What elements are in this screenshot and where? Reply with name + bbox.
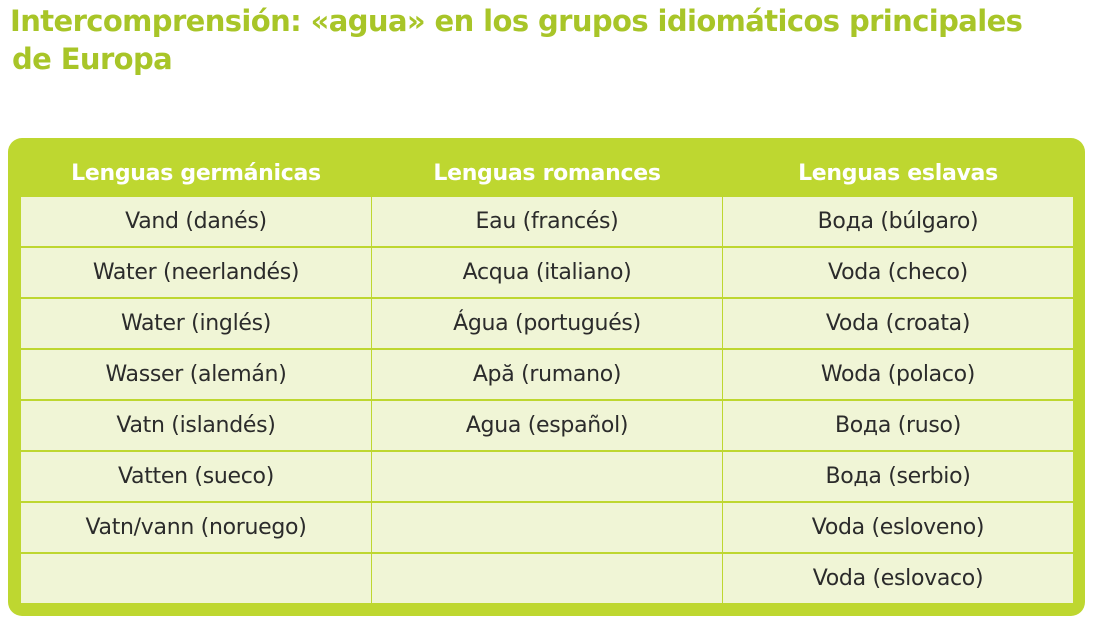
table-cell: Wasser (alemán) — [21, 350, 371, 399]
column-header: Lenguas romances — [433, 161, 661, 186]
table-cell: Voda (esloveno) — [723, 503, 1073, 552]
table-cell: Water (neerlandés) — [21, 248, 371, 297]
table-cell: Vatn/vann (noruego) — [21, 503, 371, 552]
table-cell: Água (portugués) — [372, 299, 722, 348]
table-cell: Eau (francés) — [372, 197, 722, 246]
table-cell: Acqua (italiano) — [372, 248, 722, 297]
table-grid: Lenguas germánicas Lenguas romances Lengua… — [21, 150, 1073, 605]
table-cell: Apă (rumano) — [372, 350, 722, 399]
page-title: Intercomprensión: «agua» en los grupos i… — [10, 2, 1023, 78]
table-cell: Vatten (sueco) — [21, 452, 371, 501]
table-cell: Vatn (islandés) — [21, 401, 371, 450]
column-header: Lenguas germánicas — [71, 161, 321, 186]
table-cell: Agua (español) — [372, 401, 722, 450]
table-cell: Vand (danés) — [21, 197, 371, 246]
table-cell: Вода (ruso) — [723, 401, 1073, 450]
table-cell: Water (inglés) — [21, 299, 371, 348]
table-cell: Вода (búlgaro) — [723, 197, 1073, 246]
table-cell: Voda (eslovaco) — [723, 554, 1073, 603]
table-cell — [21, 554, 371, 603]
title-line-1: Intercomprensión: «agua» en los grupos i… — [10, 4, 1023, 38]
table-cell: Вода (serbio) — [723, 452, 1073, 501]
languages-table: Lenguas germánicas Lenguas romances Lengua… — [8, 138, 1085, 616]
column-header: Lenguas eslavas — [798, 161, 998, 186]
table-cell: Voda (checo) — [723, 248, 1073, 297]
table-cell — [372, 503, 722, 552]
table-cell: Woda (polaco) — [723, 350, 1073, 399]
title-line-2: de Europa — [12, 42, 173, 76]
table-cell — [372, 452, 722, 501]
table-cell: Voda (croata) — [723, 299, 1073, 348]
table-cell — [372, 554, 722, 603]
